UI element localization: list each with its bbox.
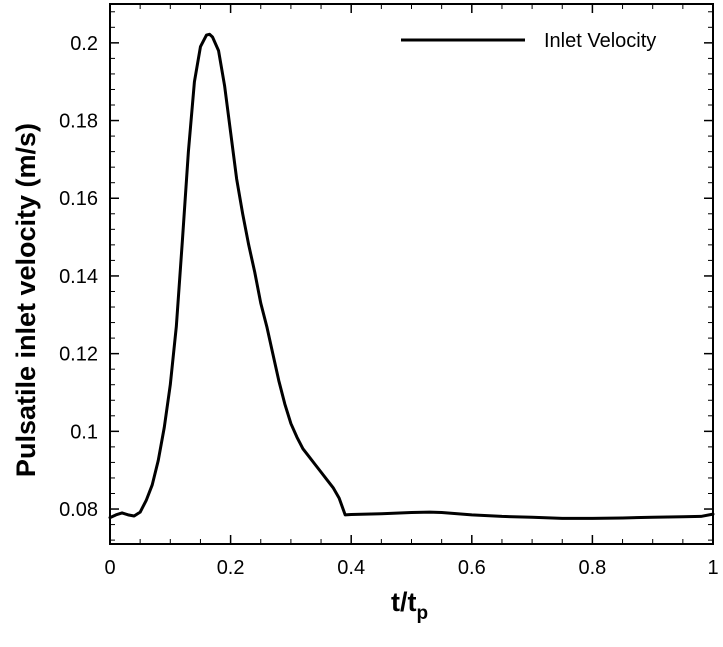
x-axis-title-subscript: p — [416, 603, 428, 624]
x-tick-label: 0 — [104, 557, 115, 579]
y-tick-label: 0.14 — [59, 266, 98, 288]
x-tick-label: 0.6 — [458, 557, 486, 579]
y-tick-label: 0.16 — [59, 188, 98, 210]
legend: Inlet Velocity — [401, 30, 656, 52]
x-tick-label: 1 — [707, 557, 718, 579]
x-axis-title: t/tp — [391, 587, 428, 624]
y-tick-label: 0.18 — [59, 111, 98, 133]
x-tick-label: 0.2 — [217, 557, 245, 579]
x-axis-title-main: t/t — [391, 587, 416, 617]
x-axis-ticks: 0 0.2 0.4 0.6 0.8 1 — [104, 4, 719, 579]
legend-label: Inlet Velocity — [544, 30, 656, 52]
y-tick-label: 0.08 — [59, 499, 98, 521]
plot-area-frame — [109, 3, 714, 545]
y-tick-label: 0.2 — [70, 33, 98, 55]
y-tick-label: 0.12 — [59, 344, 98, 366]
series-line-inlet-velocity — [108, 32, 715, 520]
y-axis-title: Pulsatile inlet velocity (m/s) — [11, 123, 41, 477]
x-tick-label: 0.8 — [578, 557, 606, 579]
y-tick-label: 0.1 — [70, 421, 98, 443]
y-axis-ticks: 0.08 0.1 0.12 0.14 0.16 0.18 0.2 — [59, 11, 713, 541]
x-tick-label: 0.4 — [337, 557, 365, 579]
